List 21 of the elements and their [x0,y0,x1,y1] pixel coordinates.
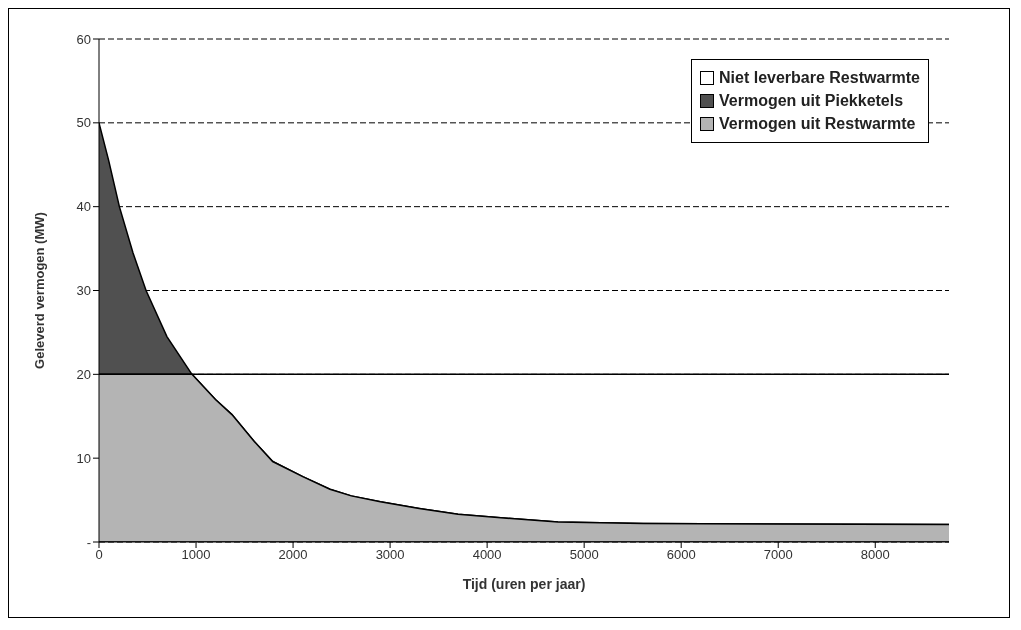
legend-label: Vermogen uit Piekketels [718,92,905,110]
legend-label: Vermogen uit Restwarmte [718,115,917,133]
x-tick-label: 5000 [569,547,599,563]
y-tick-label: 40 [76,199,91,215]
y-tick-label: 10 [76,450,91,466]
x-tick-label: 1000 [181,547,211,563]
x-tick-label: 2000 [278,547,308,563]
y-tick-label: 20 [76,366,91,382]
y-tick-label: 60 [76,31,91,47]
x-tick-label: 7000 [763,547,793,563]
y-tick-label: 30 [76,283,91,299]
y-axis-title: Geleverd vermogen (MW) [31,212,47,369]
x-tick-label: 8000 [860,547,890,563]
x-tick-label: 6000 [666,547,696,563]
x-tick-label: 3000 [375,547,405,563]
y-tick-label: 50 [76,115,91,131]
x-tick-label: 4000 [472,547,502,563]
x-tick-label: 0 [95,547,103,563]
y-tick-label: - [86,534,91,550]
legend-label: Niet leverbare Restwarmte [718,69,920,87]
x-axis-title: Tijd (uren per jaar) [462,576,586,592]
